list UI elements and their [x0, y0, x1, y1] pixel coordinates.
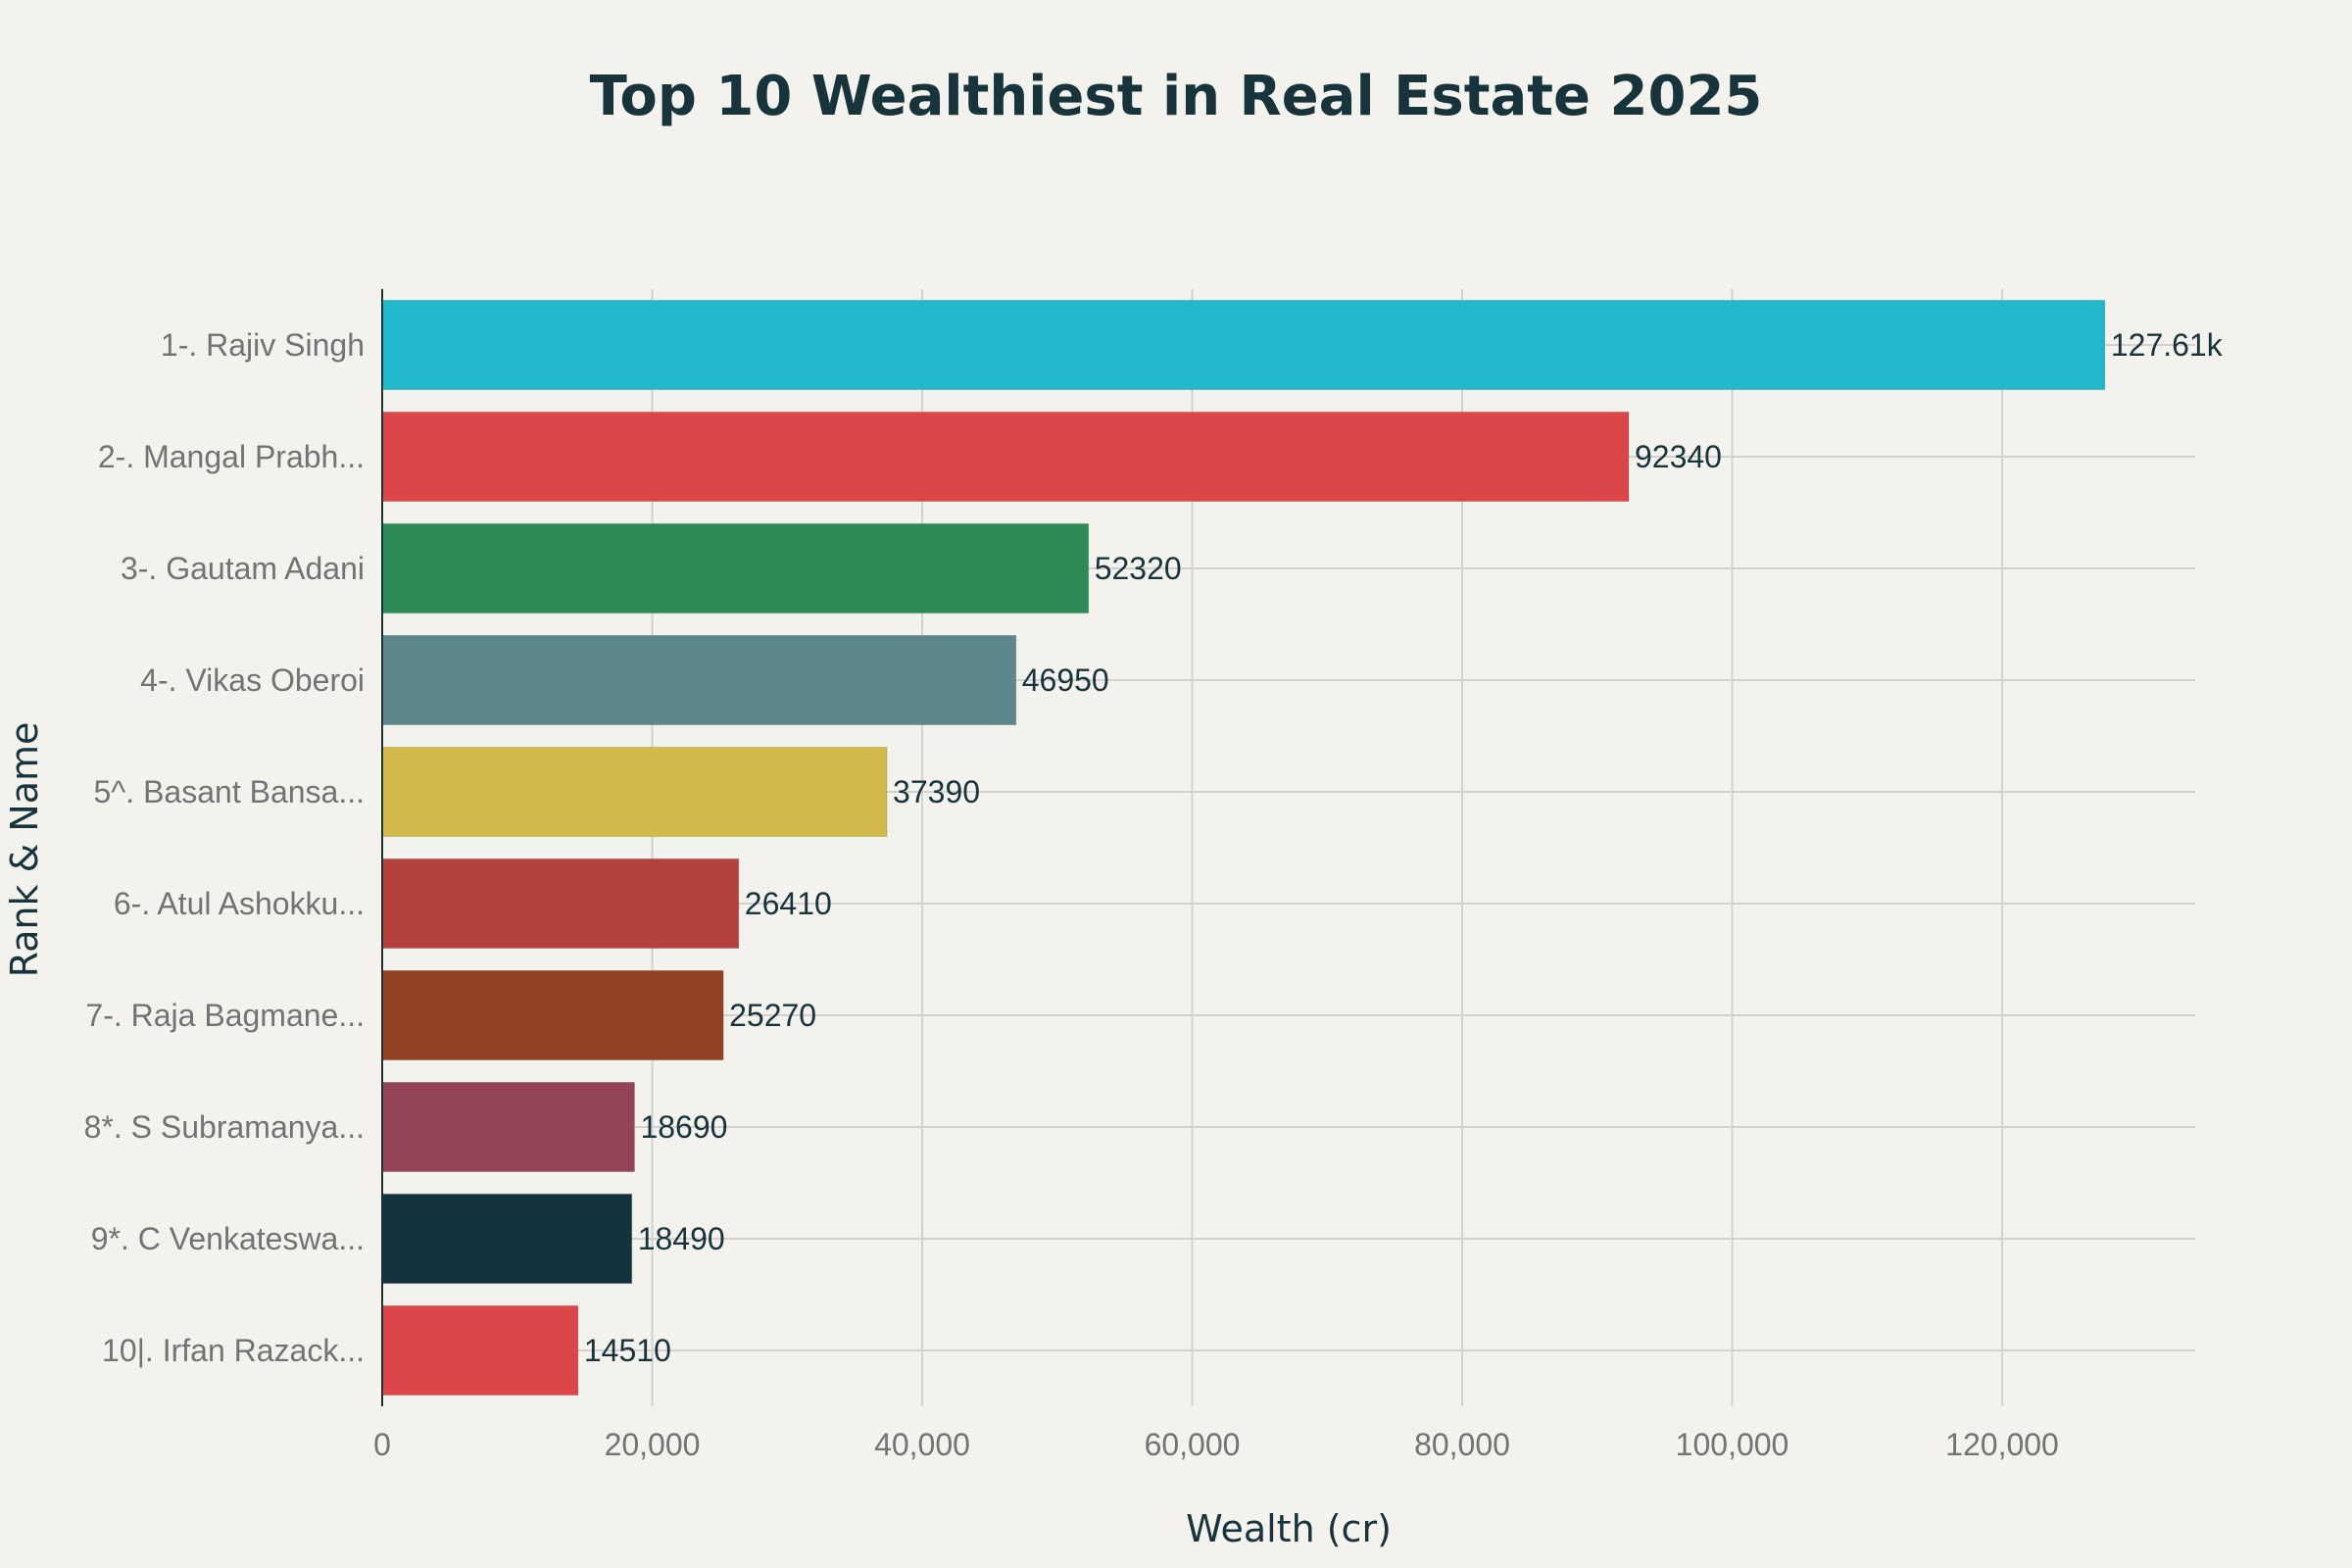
- bar: [381, 634, 1017, 726]
- bar: [381, 1081, 635, 1173]
- bar-value-label: 46950: [1022, 662, 1109, 698]
- x-tick-labels: 0 20,000 40,000 60,000 80,000 100,000 120,000: [373, 1427, 2059, 1462]
- bar: [381, 299, 2106, 391]
- y-tick-label: 10|. Irfan Razack...: [102, 1333, 365, 1368]
- bar-value-label: 25270: [729, 998, 816, 1033]
- y-tick-label: 9*. C Venkateswa...: [91, 1221, 365, 1256]
- bar: [381, 1304, 579, 1396]
- x-tick-label: 120,000: [1945, 1427, 2059, 1462]
- bar-value-label: 52320: [1095, 551, 1182, 586]
- x-tick-label: 40,000: [874, 1427, 970, 1462]
- y-tick-label: 3-. Gautam Adani: [121, 551, 365, 586]
- value-labels: 127.61k 92340 52320 46950 37390 26410 25270 186…: [584, 327, 2224, 1368]
- y-tick-label: 5^. Basant Bansa...: [93, 774, 365, 809]
- bar-value-label: 92340: [1635, 439, 1722, 474]
- bars: [381, 299, 2106, 1396]
- bar: [381, 746, 888, 838]
- y-tick-label: 8*. S Subramanya...: [84, 1109, 365, 1145]
- bar: [381, 522, 1090, 614]
- x-tick-label: 100,000: [1676, 1427, 1789, 1462]
- chart-title: Top 10 Wealthiest in Real Estate 2025: [590, 65, 1763, 128]
- bar: [381, 411, 1630, 503]
- x-tick-label: 20,000: [605, 1427, 701, 1462]
- y-tick-label: 2-. Mangal Prabh...: [98, 439, 365, 474]
- x-axis-title: Wealth (cr): [1186, 1507, 1392, 1550]
- bar: [381, 1193, 633, 1285]
- x-tick-label: 0: [373, 1427, 391, 1462]
- bar: [381, 969, 724, 1061]
- y-tick-label: 4-. Vikas Oberoi: [140, 662, 365, 698]
- bar-value-label: 18490: [638, 1221, 725, 1256]
- bar: [381, 858, 740, 950]
- y-tick-label: 6-. Atul Ashokku...: [114, 886, 365, 921]
- bar-value-label: 26410: [745, 886, 832, 921]
- y-axis-title: Rank & Name: [3, 722, 46, 978]
- y-tick-label: 1-. Rajiv Singh: [161, 327, 365, 363]
- bar-value-label: 14510: [584, 1333, 671, 1368]
- x-tick-label: 80,000: [1414, 1427, 1510, 1462]
- bar-value-label: 37390: [893, 774, 980, 809]
- x-tick-label: 60,000: [1145, 1427, 1241, 1462]
- bar-value-label: 127.61k: [2111, 327, 2224, 363]
- bar-value-label: 18690: [640, 1109, 727, 1145]
- y-tick-labels: 1-. Rajiv Singh 2-. Mangal Prabh... 3-. Ga…: [84, 327, 365, 1368]
- y-tick-label: 7-. Raja Bagmane...: [85, 998, 365, 1033]
